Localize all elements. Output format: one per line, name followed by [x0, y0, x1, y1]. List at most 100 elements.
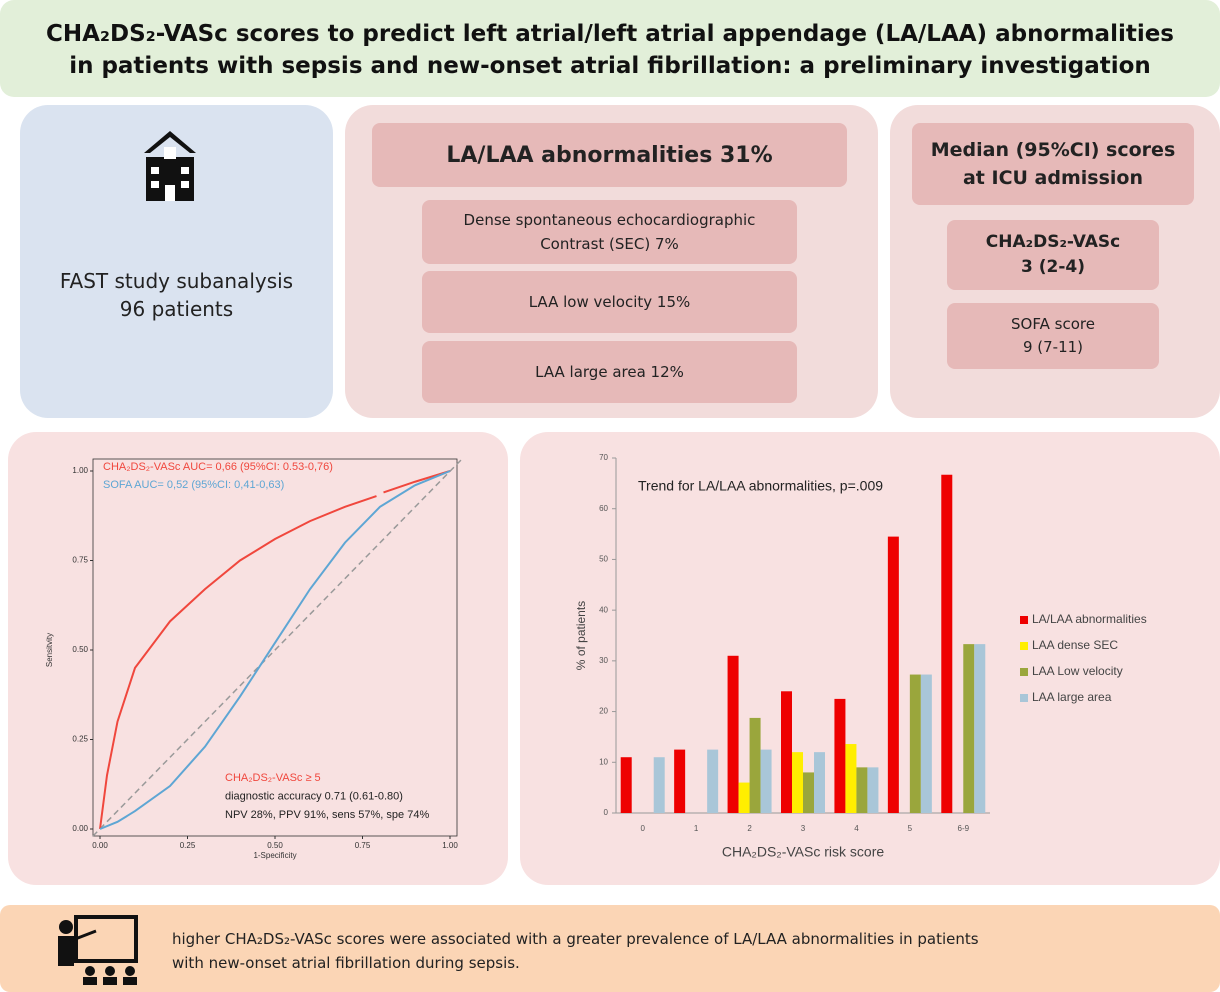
item-line: Contrast (SEC) 7%	[540, 235, 679, 253]
annotation: NPV 28%, PPV 91%, sens 57%, spe 74%	[225, 809, 429, 821]
x-axis-label: CHA₂DS₂-VASc risk score	[722, 844, 885, 860]
title-line: CHA₂DS₂-VASc scores to predict left atri…	[45, 21, 1175, 47]
y-axis-label: Sensitvity	[45, 633, 54, 667]
bar	[845, 744, 857, 813]
legend-label: LAA large area	[1032, 690, 1112, 704]
bar	[620, 757, 632, 813]
title-line: in patients with sepsis and new-onset at…	[69, 53, 1151, 79]
heading-line: at ICU admission	[962, 167, 1144, 189]
legend-swatch	[1020, 616, 1028, 624]
abnormality-panel: LA/LAA abnormalities 31% Dense spontaneo…	[345, 105, 878, 418]
x-tick-label: 0.75	[355, 841, 371, 850]
abnormality-heading: LA/LAA abnormalities 31%	[372, 123, 847, 187]
x-tick-label: 0.50	[267, 841, 283, 850]
legend-swatch	[1020, 694, 1028, 702]
bar	[867, 767, 879, 813]
bar	[856, 767, 868, 813]
x-tick-label: 0.00	[92, 841, 108, 850]
item-line: LAA low velocity 15%	[528, 293, 691, 311]
x-tick-label: 0.25	[180, 841, 196, 850]
bar	[781, 691, 792, 813]
x-tick-label: 0	[640, 824, 645, 833]
roc-curve	[99, 470, 451, 830]
x-tick-label: 5	[908, 824, 913, 833]
bar	[749, 717, 761, 813]
study-line: FAST study subanalysis	[59, 269, 294, 293]
item-line: Dense spontaneous echocardiographic	[463, 211, 756, 229]
y-tick-label: 0.25	[72, 735, 88, 744]
y-tick-label: 0.50	[72, 645, 88, 654]
reference-line	[92, 458, 463, 837]
bar	[707, 749, 719, 813]
item-line: CHA₂DS₂-VASc	[985, 232, 1121, 252]
legend-label: CHA₂DS₂-VASc AUC= 0,66 (95%CI: 0.53-0,76…	[103, 461, 333, 473]
legend-swatch	[1020, 642, 1028, 650]
bar	[963, 644, 975, 813]
conclusion-box: higher CHA₂DS₂-VASc scores were associat…	[0, 905, 1220, 992]
roc-curve	[99, 470, 451, 830]
y-tick-label: 70	[599, 453, 608, 462]
bar	[738, 782, 750, 813]
legend-label: SOFA AUC= 0,52 (95%CI: 0,41-0,63)	[103, 479, 284, 491]
conclusion-line: with new-onset atrial fibrillation durin…	[172, 954, 520, 972]
y-tick-label: 0.75	[72, 556, 88, 565]
scores-panel: Median (95%CI) scores at ICU admission C…	[890, 105, 1220, 418]
bar	[887, 536, 899, 813]
legend-label: LAA Low velocity	[1032, 664, 1123, 678]
bar	[727, 655, 739, 813]
hospital-icon	[144, 131, 196, 201]
x-tick-label: 1	[694, 824, 699, 833]
bar	[792, 752, 803, 813]
y-tick-label: 60	[599, 504, 608, 513]
item-line: LAA large area 12%	[535, 363, 684, 381]
x-tick-label: 6-9	[958, 824, 970, 833]
x-tick-label: 4	[854, 824, 859, 833]
x-tick-label: 2	[747, 824, 752, 833]
legend-label: LA/LAA abnormalities	[1032, 612, 1147, 626]
x-axis-label: 1-Specificity	[253, 851, 296, 860]
y-tick-label: 50	[599, 555, 608, 564]
bar	[834, 698, 846, 813]
legend-swatch	[1020, 668, 1028, 676]
abnormality-item: LAA low velocity 15%	[422, 271, 797, 333]
bar	[941, 474, 953, 813]
y-tick-label: 10	[599, 757, 608, 766]
item-line: SOFA score	[1011, 315, 1095, 333]
score-item: CHA₂DS₂-VASc 3 (2-4)	[947, 220, 1159, 290]
abnormality-item: LAA large area 12%	[422, 341, 797, 403]
title-box: CHA₂DS₂-VASc scores to predict left atri…	[0, 0, 1220, 97]
y-tick-label: 0	[604, 808, 609, 817]
y-tick-label: 0.00	[72, 824, 88, 833]
bar	[909, 674, 921, 813]
roc-panel	[8, 432, 508, 885]
legend-label: LAA dense SEC	[1032, 638, 1118, 652]
y-tick-label: 30	[599, 656, 608, 665]
bar	[974, 644, 986, 813]
conclusion-text: higher CHA₂DS₂-VASc scores were associat…	[172, 927, 979, 975]
x-tick-label: 3	[801, 824, 806, 833]
annotation: diagnostic accuracy 0.71 (0.61-0.80)	[225, 790, 403, 802]
bar	[803, 772, 814, 813]
item-line: 3 (2-4)	[1021, 257, 1085, 277]
bar	[814, 752, 825, 813]
y-axis-label: % of patients	[574, 601, 588, 670]
x-tick-label: 1.00	[442, 841, 458, 850]
heading-line: Median (95%CI) scores	[930, 139, 1176, 161]
abnormality-item: Dense spontaneous echocardiographic Cont…	[422, 200, 797, 264]
y-tick-label: 1.00	[72, 466, 88, 475]
chart-title: Trend for LA/LAA abnormalities, p=.009	[638, 478, 883, 494]
scores-heading: Median (95%CI) scores at ICU admission	[912, 123, 1194, 205]
bar	[760, 749, 772, 813]
study-text: FAST study subanalysis 96 patients	[20, 267, 333, 323]
y-tick-label: 40	[599, 605, 608, 614]
conclusion-line: higher CHA₂DS₂-VASc scores were associat…	[172, 930, 979, 948]
annotation: CHA₂DS₂-VASc ≥ 5	[225, 772, 321, 784]
teacher-icon	[58, 915, 138, 985]
bar	[920, 674, 932, 813]
bar	[674, 749, 686, 813]
study-line: 96 patients	[119, 297, 234, 321]
score-item: SOFA score 9 (7-11)	[947, 303, 1159, 369]
study-panel: FAST study subanalysis 96 patients	[20, 105, 333, 418]
